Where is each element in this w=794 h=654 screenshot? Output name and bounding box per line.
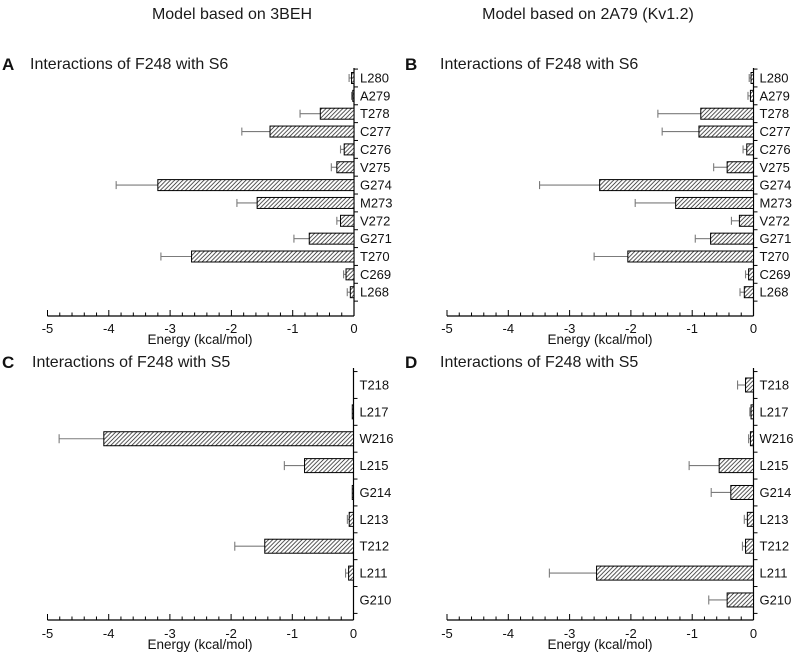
svg-text:-4: -4 bbox=[503, 321, 515, 336]
svg-text:W216: W216 bbox=[760, 431, 794, 446]
svg-text:0: 0 bbox=[350, 626, 357, 641]
svg-text:C269: C269 bbox=[360, 267, 391, 282]
svg-text:G271: G271 bbox=[760, 231, 792, 246]
svg-text:Energy (kcal/mol): Energy (kcal/mol) bbox=[547, 637, 652, 652]
svg-text:V275: V275 bbox=[760, 160, 790, 175]
svg-text:-1: -1 bbox=[287, 626, 299, 641]
svg-text:-2: -2 bbox=[226, 321, 238, 336]
svg-text:-2: -2 bbox=[625, 626, 637, 641]
svg-text:T270: T270 bbox=[760, 249, 790, 264]
svg-text:G214: G214 bbox=[360, 485, 392, 500]
svg-text:V272: V272 bbox=[760, 213, 790, 228]
svg-text:0: 0 bbox=[750, 626, 757, 641]
svg-text:-2: -2 bbox=[625, 321, 637, 336]
svg-text:-5: -5 bbox=[42, 321, 54, 336]
chart-d: -5 -4 -3 -2 -1 0 T218 L217 W216 L215 G214 L213 T212 L… bbox=[441, 368, 794, 652]
svg-text:L217: L217 bbox=[360, 404, 389, 419]
svg-text:Energy (kcal/mol): Energy (kcal/mol) bbox=[147, 332, 252, 347]
svg-text:L268: L268 bbox=[360, 285, 389, 300]
svg-text:G210: G210 bbox=[760, 592, 792, 607]
svg-text:-1: -1 bbox=[686, 321, 698, 336]
panel-b-letter: B bbox=[405, 55, 418, 74]
column-title-right: Model based on 2A79 (Kv1.2) bbox=[482, 6, 694, 23]
svg-text:-4: -4 bbox=[103, 626, 115, 641]
svg-text:G271: G271 bbox=[360, 231, 392, 246]
svg-text:C277: C277 bbox=[360, 124, 391, 139]
panel-b-title: Interactions of F248 with S6 bbox=[440, 56, 639, 73]
svg-text:M273: M273 bbox=[360, 195, 393, 210]
svg-text:0: 0 bbox=[350, 321, 357, 336]
svg-text:-5: -5 bbox=[441, 321, 453, 336]
svg-text:L215: L215 bbox=[760, 458, 789, 473]
svg-text:A279: A279 bbox=[360, 88, 390, 103]
chart-b: -5 -4 -3 -2 -1 0 L280 A279 T278 C277 C276 V275 G274 M… bbox=[441, 68, 793, 347]
svg-text:-5: -5 bbox=[42, 626, 54, 641]
svg-text:C269: C269 bbox=[760, 267, 791, 282]
svg-text:T218: T218 bbox=[760, 378, 790, 393]
svg-text:T278: T278 bbox=[760, 106, 790, 121]
panel-d-letter: D bbox=[405, 353, 418, 372]
svg-text:-4: -4 bbox=[503, 626, 515, 641]
svg-text:-1: -1 bbox=[686, 626, 698, 641]
svg-text:Energy (kcal/mol): Energy (kcal/mol) bbox=[547, 332, 652, 347]
chart-c: -5 -4 -3 -2 -1 0 T218 L217 W216 L215 G214 L213 T212 L… bbox=[42, 368, 394, 652]
panel-a-letter: A bbox=[2, 55, 15, 74]
svg-text:-5: -5 bbox=[441, 626, 453, 641]
svg-text:T278: T278 bbox=[360, 106, 390, 121]
svg-text:T212: T212 bbox=[760, 539, 790, 554]
svg-text:T212: T212 bbox=[360, 539, 390, 554]
svg-text:C277: C277 bbox=[760, 124, 791, 139]
svg-text:-2: -2 bbox=[225, 626, 237, 641]
svg-text:-1: -1 bbox=[287, 321, 299, 336]
svg-text:G210: G210 bbox=[360, 592, 392, 607]
svg-text:-4: -4 bbox=[103, 321, 115, 336]
svg-text:Energy (kcal/mol): Energy (kcal/mol) bbox=[147, 637, 252, 652]
svg-text:L213: L213 bbox=[760, 512, 789, 527]
svg-text:C276: C276 bbox=[360, 142, 391, 157]
svg-text:-3: -3 bbox=[564, 321, 576, 336]
svg-text:T218: T218 bbox=[360, 378, 390, 393]
panel-a-title: Interactions of F248 with S6 bbox=[30, 56, 229, 73]
svg-text:G214: G214 bbox=[760, 485, 792, 500]
svg-text:G274: G274 bbox=[360, 178, 392, 193]
svg-text:A279: A279 bbox=[760, 88, 790, 103]
svg-text:L211: L211 bbox=[360, 566, 388, 581]
svg-text:W216: W216 bbox=[360, 431, 394, 446]
panel-c-letter: C bbox=[2, 353, 15, 372]
svg-text:M273: M273 bbox=[760, 195, 793, 210]
svg-text:-3: -3 bbox=[164, 626, 176, 641]
column-title-left: Model based on 3BEH bbox=[151, 6, 313, 23]
svg-text:L217: L217 bbox=[760, 404, 789, 419]
svg-text:L280: L280 bbox=[360, 71, 389, 86]
svg-text:-3: -3 bbox=[564, 626, 576, 641]
panel-c-title: Interactions of F248 with S5 bbox=[32, 354, 231, 371]
svg-text:L211: L211 bbox=[760, 566, 788, 581]
chart-a: -5 -4 -3 -2 -1 0 L280 A279 T278 C277 C276 V275 G274 M… bbox=[42, 68, 393, 347]
svg-text:V275: V275 bbox=[360, 160, 390, 175]
svg-text:0: 0 bbox=[750, 321, 757, 336]
svg-text:G274: G274 bbox=[760, 178, 792, 193]
svg-text:L280: L280 bbox=[760, 71, 789, 86]
svg-text:L213: L213 bbox=[360, 512, 389, 527]
svg-text:C276: C276 bbox=[760, 142, 791, 157]
svg-text:L215: L215 bbox=[360, 458, 389, 473]
panel-d-title: Interactions of F248 with S5 bbox=[440, 354, 639, 371]
svg-text:-3: -3 bbox=[164, 321, 176, 336]
svg-text:V272: V272 bbox=[360, 213, 390, 228]
svg-text:T270: T270 bbox=[360, 249, 390, 264]
svg-text:L268: L268 bbox=[760, 285, 789, 300]
